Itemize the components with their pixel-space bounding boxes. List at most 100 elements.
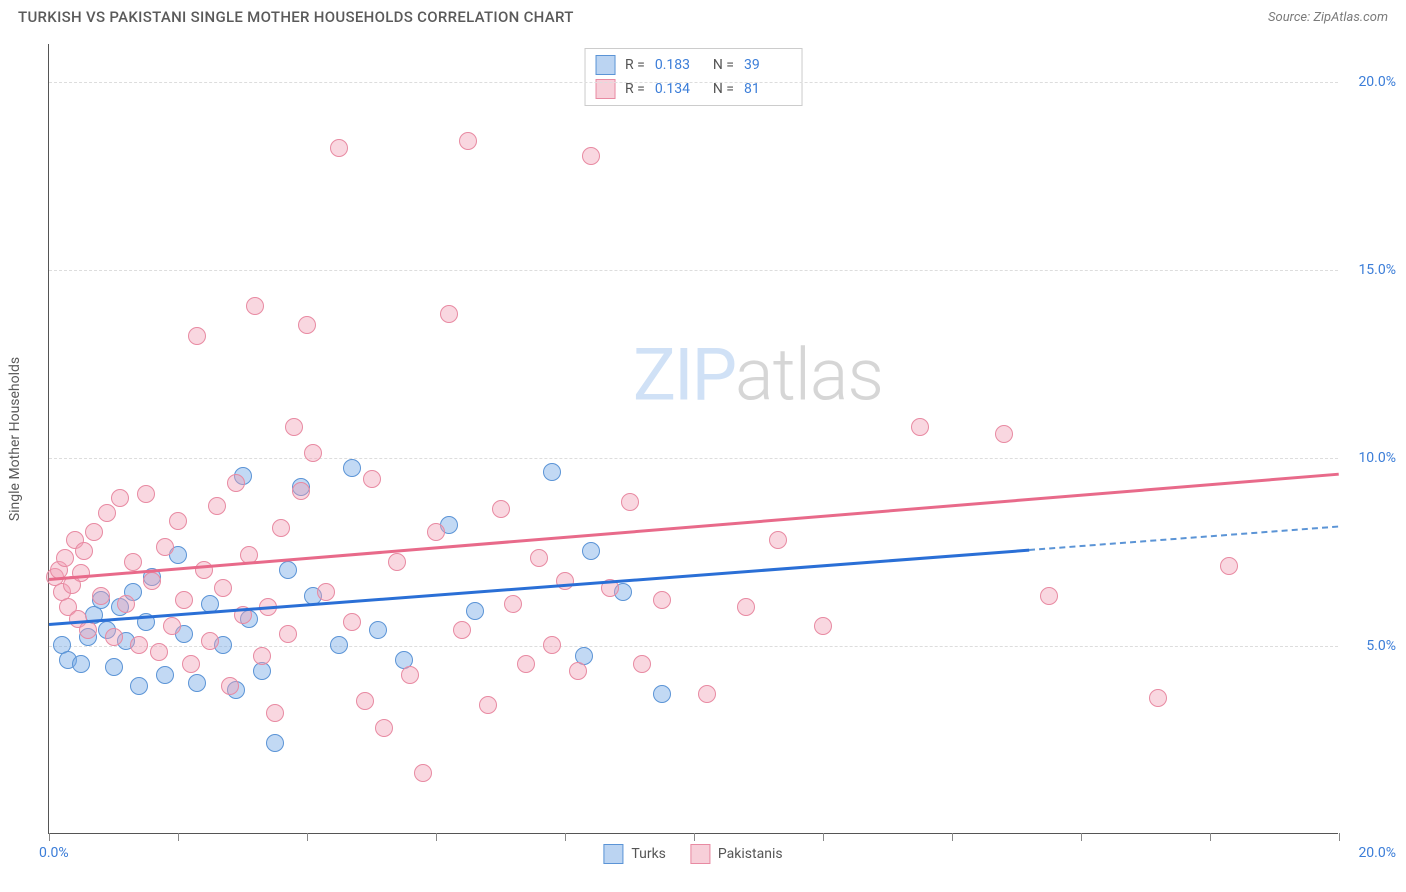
y-axis-title: Single Mother Households <box>7 356 23 520</box>
pakistanis-marker <box>492 500 510 518</box>
x-tick <box>1210 833 1211 841</box>
pakistanis-marker <box>556 572 574 590</box>
pakistanis-marker <box>79 621 97 639</box>
turks-marker <box>582 542 600 560</box>
turks-swatch <box>603 844 623 864</box>
pakistanis-marker <box>253 647 271 665</box>
pakistanis-marker <box>459 132 477 150</box>
gridline <box>49 270 1338 271</box>
turks-marker <box>369 621 387 639</box>
pakistanis-marker <box>769 531 787 549</box>
pakistanis-marker <box>304 444 322 462</box>
n-label: N = <box>713 57 734 73</box>
pakistanis-marker <box>279 625 297 643</box>
y-tick-label: 5.0% <box>1366 638 1396 654</box>
x-tick <box>823 833 824 841</box>
turks-marker <box>466 602 484 620</box>
turks-trendline-dashed <box>1029 526 1339 551</box>
legend-label: Turks <box>631 846 666 862</box>
r-label: R = <box>625 57 645 73</box>
pakistanis-marker <box>543 636 561 654</box>
pakistanis-marker <box>995 425 1013 443</box>
pakistanis-marker <box>427 523 445 541</box>
pakistanis-marker <box>298 316 316 334</box>
watermark: ZIPatlas <box>633 333 883 418</box>
legend: Turks Pakistanis <box>603 844 782 864</box>
pakistanis-marker <box>292 482 310 500</box>
pakistanis-marker <box>814 617 832 635</box>
pakistanis-marker <box>137 485 155 503</box>
pakistanis-marker <box>479 696 497 714</box>
pakistanis-marker <box>98 504 116 522</box>
pakistanis-marker <box>92 587 110 605</box>
pakistanis-marker <box>175 591 193 609</box>
pakistanis-marker <box>1220 557 1238 575</box>
pakistanis-marker <box>208 497 226 515</box>
pakistanis-marker <box>221 677 239 695</box>
pakistanis-marker <box>1040 587 1058 605</box>
pakistanis-marker <box>375 719 393 737</box>
x-axis-min-label: 0.0% <box>39 845 69 861</box>
r-value: 0.183 <box>655 57 703 73</box>
legend-item-pakistanis: Pakistanis <box>690 844 783 864</box>
pakistanis-marker <box>272 519 290 537</box>
plot-area: ZIPatlas Single Mother Households 0.0% 2… <box>48 44 1338 834</box>
y-tick-label: 10.0% <box>1358 450 1396 466</box>
pakistanis-marker <box>356 692 374 710</box>
turks-marker <box>130 677 148 695</box>
n-label: N = <box>713 81 734 97</box>
turks-marker <box>105 658 123 676</box>
pakistanis-marker <box>150 643 168 661</box>
legend-item-turks: Turks <box>603 844 666 864</box>
pakistanis-marker <box>698 685 716 703</box>
legend-label: Pakistanis <box>718 846 783 862</box>
pakistanis-marker <box>195 561 213 579</box>
pakistanis-marker <box>440 305 458 323</box>
turks-marker <box>543 463 561 481</box>
gridline <box>49 646 1338 647</box>
pakistanis-marker <box>72 564 90 582</box>
pakistanis-marker <box>182 655 200 673</box>
pakistanis-marker <box>214 579 232 597</box>
watermark-atlas: atlas <box>735 333 883 418</box>
pakistanis-marker <box>266 704 284 722</box>
x-tick <box>694 833 695 841</box>
pakistanis-marker <box>569 662 587 680</box>
pakistanis-marker <box>633 655 651 673</box>
turks-marker <box>653 685 671 703</box>
pakistanis-marker <box>621 493 639 511</box>
x-tick <box>49 833 50 841</box>
pakistanis-marker <box>414 764 432 782</box>
n-value: 39 <box>744 57 792 73</box>
turks-swatch <box>595 55 615 75</box>
pakistanis-marker <box>246 297 264 315</box>
pakistanis-marker <box>453 621 471 639</box>
turks-marker <box>279 561 297 579</box>
x-tick <box>178 833 179 841</box>
source-attribution: Source: ZipAtlas.com <box>1268 10 1388 25</box>
chart-container: ZIPatlas Single Mother Households 0.0% 2… <box>48 44 1338 834</box>
gridline <box>49 458 1338 459</box>
n-value: 81 <box>744 81 792 97</box>
pakistanis-marker <box>343 613 361 631</box>
turks-marker <box>330 636 348 654</box>
pakistanis-marker <box>285 418 303 436</box>
x-axis-max-label: 20.0% <box>1358 845 1396 861</box>
pakistanis-marker <box>105 628 123 646</box>
gridline <box>49 82 1338 83</box>
pakistanis-marker <box>156 538 174 556</box>
turks-marker <box>156 666 174 684</box>
x-tick <box>1339 833 1340 841</box>
pakistanis-marker <box>363 470 381 488</box>
y-tick-label: 15.0% <box>1358 262 1396 278</box>
pakistanis-marker <box>911 418 929 436</box>
r-value: 0.134 <box>655 81 703 97</box>
pakistanis-marker <box>169 512 187 530</box>
pakistanis-marker <box>227 474 245 492</box>
pakistanis-marker <box>124 553 142 571</box>
x-tick <box>436 833 437 841</box>
pakistanis-marker <box>530 549 548 567</box>
pakistanis-marker <box>75 542 93 560</box>
pakistanis-marker <box>201 632 219 650</box>
pakistanis-marker <box>582 147 600 165</box>
